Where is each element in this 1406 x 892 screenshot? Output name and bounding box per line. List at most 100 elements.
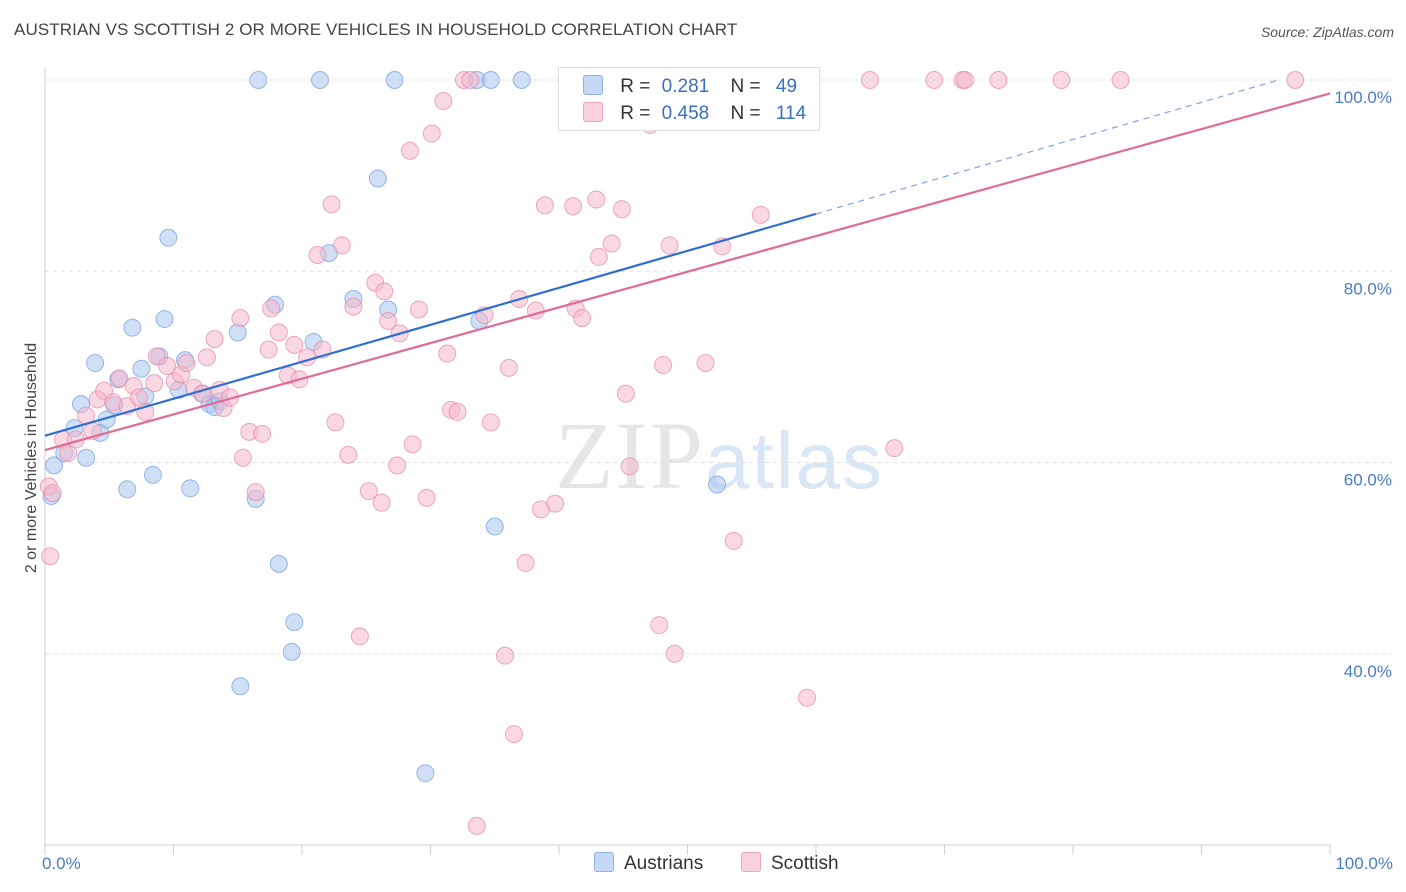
austrians-point [123,318,142,337]
scottish-point [262,299,281,318]
austrians-point [155,310,174,329]
legend-r-label: R = [620,76,651,97]
scottish-point [496,646,515,665]
scottish-point [231,309,250,328]
scottish-point [587,190,606,209]
scottish-point [322,195,341,214]
scottish-point [505,725,524,744]
scottish-point [654,355,673,374]
scottish-point [989,71,1008,89]
austrians-point [143,465,162,484]
scottish-point [925,71,944,89]
y-tick-label: 40.0% [1344,662,1392,681]
legend-n-value: 114 [775,103,807,124]
scottish-point [650,616,669,635]
y-axis-label: 2 or more Vehicles in Household [23,343,40,573]
scottish-point [332,236,351,255]
legend-r-value: 0.458 [661,103,710,124]
scottish-point [516,553,535,572]
austrians-point [77,448,96,467]
austrians-point [231,677,250,696]
scottish-trend-line [44,92,1331,452]
source-credit: Source: ZipAtlas.com [1260,24,1394,40]
scottish-point [269,323,288,342]
scottish-point [956,71,975,89]
austrians-point [385,71,404,89]
scottish-point [724,531,743,550]
austrians-point [44,456,63,475]
scottish-point [660,236,679,255]
scottish-point [612,200,631,219]
scottish-point [1052,71,1071,89]
scottish-point [885,439,904,458]
x-tick-label: 100.0% [1335,854,1393,873]
scottish-point [467,816,486,835]
y-tick-label: 100.0% [1334,88,1392,107]
scottish-point [535,196,554,215]
trend-lines [44,79,1331,452]
watermark-atlas: atlas [705,416,884,505]
austrians-point [282,642,301,661]
scottish-point [665,644,684,663]
legend-r-label: R = [620,103,651,124]
scottish-point [197,348,216,367]
legend-r-value: 0.281 [661,76,710,97]
scottish-point [359,482,378,501]
chart-title: AUSTRIAN VS SCOTTISH 2 OR MORE VEHICLES … [14,20,738,39]
scottish-point [481,413,500,432]
austrians-point [132,359,151,378]
scottish-point [326,413,345,432]
legend-swatch-scottish [583,102,603,122]
series-legend: Austrians Scottish [0,852,1406,878]
austrians-point [269,554,288,573]
scottish-point [589,247,608,266]
scottish-point [417,488,436,507]
austrians-point [512,71,531,89]
scottish-point [158,356,177,375]
austrians-point [86,354,105,373]
legend-n-value: 49 [775,76,798,97]
watermark-zip: ZIP [555,402,705,509]
scottish-point [339,445,358,464]
austrians-point [416,764,435,783]
tick-labels: 40.0% 60.0% 80.0% 100.0% 0.0% 100.0% [42,88,1393,873]
scottish-point [400,141,419,160]
legend-label-austrians: Austrians [624,853,704,874]
legend-item-austrians[interactable]: Austrians [594,852,703,875]
scottish-point [461,71,480,89]
scottish-point [616,384,635,403]
austrians-point [481,71,500,89]
scottish-point [798,688,817,707]
scottish-point [350,627,369,646]
scottish-point [372,493,391,512]
y-tick-label: 60.0% [1344,471,1392,490]
scottish-point [422,124,441,143]
legend-n-label: N = [730,103,761,124]
scottish-point [499,358,518,377]
legend-n-label: N = [730,76,761,97]
scottish-point [434,92,453,111]
scottish-point [388,456,407,475]
watermark: ZIPatlas [555,400,884,511]
austrians-point [368,169,387,188]
scottish-point [205,330,224,349]
austrians-point [285,613,304,632]
austrians-point [708,475,727,494]
scottish-point [177,354,196,373]
scottish-point [860,71,879,89]
scottish-point [43,484,62,503]
legend-row-austrians: R = 0.281 N = 49 [583,75,797,99]
legend-item-scottish[interactable]: Scottish [741,852,839,875]
scottish-point [1286,71,1305,89]
scottish-point [308,245,327,264]
scottish-point [448,402,467,421]
scottish-point [253,424,272,443]
x-tick-label: 0.0% [42,854,81,873]
scottish-point [379,311,398,330]
legend-swatch-austrians [583,75,603,95]
scottish-point [246,483,265,502]
grid-lines [45,79,1392,655]
scottish-point [438,344,457,363]
legend-label-scottish: Scottish [771,853,839,874]
